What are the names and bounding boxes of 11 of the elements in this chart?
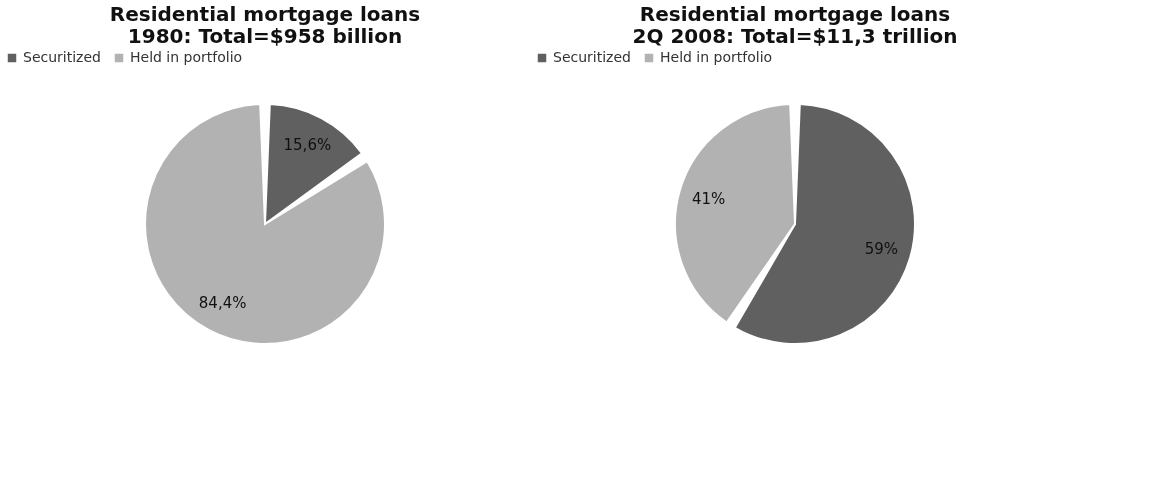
legend-label: Held in portfolio [660,49,773,65]
legend-label: Securitized [553,49,631,65]
chart-title: Residential mortgage loans 1980: Total=$958 billion [109,2,421,48]
legend-label: Held in portfolio [130,49,243,65]
chart-title: Residential mortgage loans 2Q 2008: Total=$11,3 trillion [632,2,958,48]
data-label: 41% [691,189,726,208]
data-label: 84,4% [198,294,247,313]
data-label: 59% [864,240,899,259]
legend-label: Securitized [23,49,101,65]
pie-slice [144,103,386,345]
data-label: 15,6% [283,135,332,154]
